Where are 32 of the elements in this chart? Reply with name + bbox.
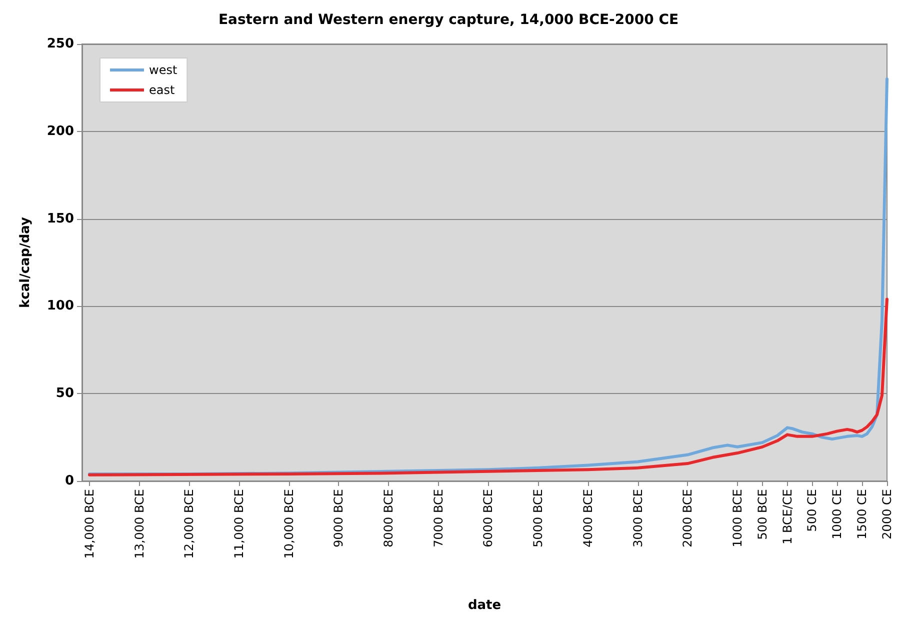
x-tick-label: 2000 CE bbox=[880, 489, 894, 540]
x-tick-label: 2000 BCE bbox=[680, 489, 695, 548]
y-tick-label: 0 bbox=[64, 474, 74, 488]
x-tick-label: 14,000 BCE bbox=[82, 489, 96, 559]
x-tick-label: 500 CE bbox=[805, 489, 820, 532]
x-tick-label: 6000 BCE bbox=[481, 489, 496, 548]
legend-label: east bbox=[149, 83, 175, 97]
x-tick-label: 5000 BCE bbox=[531, 489, 546, 548]
y-tick-label: 50 bbox=[56, 386, 74, 402]
y-tick-label: 150 bbox=[46, 211, 74, 226]
chart-title: Eastern and Western energy capture, 14,000 BCE-2000 CE bbox=[218, 12, 679, 28]
legend-label: west bbox=[149, 63, 178, 77]
x-tick-label: 500 BCE bbox=[755, 489, 770, 540]
x-tick-label: 7000 BCE bbox=[431, 489, 446, 548]
x-tick-label: 1000 BCE bbox=[730, 489, 744, 548]
y-tick-label: 100 bbox=[46, 298, 74, 314]
x-tick-label: 11,000 BCE bbox=[232, 489, 246, 559]
x-tick-label: 3000 BCE bbox=[630, 489, 645, 548]
line-series bbox=[88, 298, 888, 476]
x-tick-label: 9000 BCE bbox=[332, 489, 346, 548]
x-tick-label: 12,000 BCE bbox=[182, 489, 196, 559]
x-axis-title: date bbox=[468, 598, 502, 613]
x-tick-label: 8000 BCE bbox=[382, 489, 396, 548]
y-tick-label: 250 bbox=[46, 36, 74, 52]
x-tick-label: 1000 CE bbox=[830, 489, 844, 540]
x-tick-label: 4000 BCE bbox=[580, 489, 595, 548]
x-tick-label: 13,000 BCE bbox=[132, 489, 146, 559]
y-axis-title: kcal/cap/day bbox=[18, 216, 33, 308]
x-tick-label: 1 BCE/CE bbox=[780, 489, 794, 544]
x-tick-label: 1500 CE bbox=[855, 489, 870, 540]
y-tick-label: 200 bbox=[46, 124, 74, 139]
x-tick-label: 10,000 BCE bbox=[282, 489, 296, 559]
